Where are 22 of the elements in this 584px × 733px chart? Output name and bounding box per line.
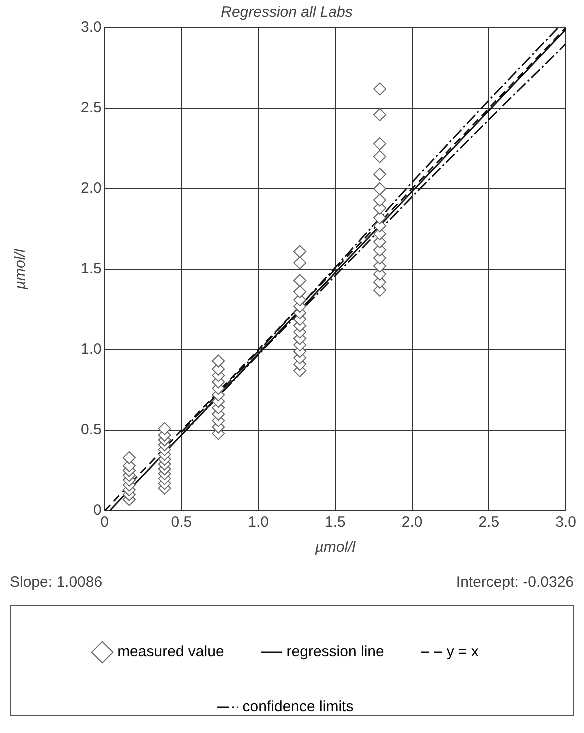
y-tick-label: 1.5 <box>80 260 102 278</box>
x-axis-title: µmol/l <box>315 539 356 556</box>
y-tick-label: 0.5 <box>80 422 102 439</box>
y-tick-label: 2.5 <box>80 100 102 117</box>
legend-label: regression line <box>286 644 384 661</box>
x-tick-label: 2.5 <box>478 514 500 532</box>
x-tick-label: 1.5 <box>324 514 346 532</box>
y-axis-title: µmol/l <box>12 248 30 290</box>
x-tick-label: 3.0 <box>556 514 576 532</box>
x-tick-label: 1.0 <box>248 514 269 532</box>
y-tick-label: 3.0 <box>80 19 102 36</box>
y-tick-label: 1.0 <box>80 341 102 358</box>
text: Intercept: -0.0326 <box>456 574 574 592</box>
y-tick-label: 0 <box>94 502 102 520</box>
chart-title: Regression all Labs <box>221 4 354 22</box>
x-tick-label: 0.5 <box>171 514 192 532</box>
legend-label: y = x <box>446 644 480 661</box>
legend-label: confidence limits <box>242 698 354 716</box>
legend-label: measured value <box>118 644 224 661</box>
y-tick-label: 2.0 <box>80 180 102 198</box>
text: Slope: 1.0086 <box>10 574 103 592</box>
x-tick-label: 2.0 <box>402 514 423 532</box>
